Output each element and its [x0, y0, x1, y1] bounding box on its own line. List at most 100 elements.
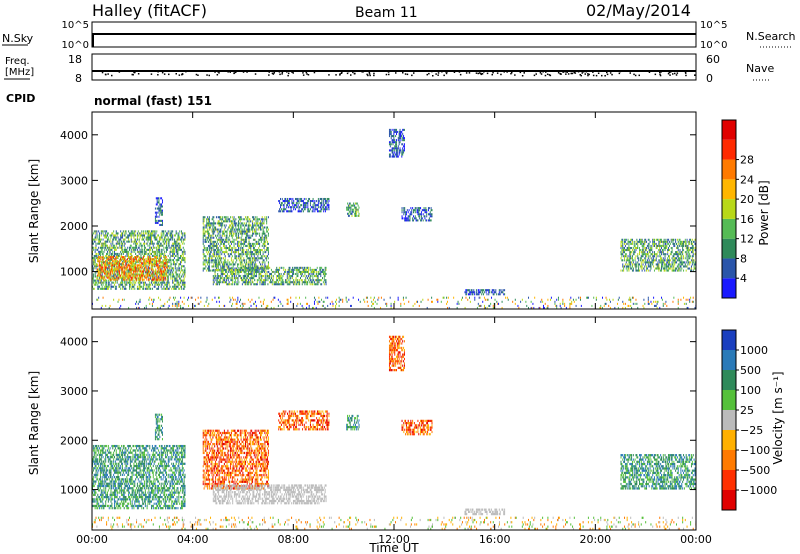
power-cell [302, 270, 304, 273]
power-cell [263, 222, 265, 225]
power-cell [207, 222, 209, 225]
power-cell [294, 279, 296, 282]
power-cell [212, 244, 214, 247]
power-cell [244, 281, 246, 284]
power-cell [314, 202, 316, 205]
power-cell [145, 283, 147, 286]
power-cell [149, 244, 151, 247]
power-cell [219, 281, 221, 284]
power-cell [301, 266, 303, 269]
power-cell [180, 261, 182, 264]
power-cell [134, 264, 136, 267]
power-cell [107, 232, 109, 235]
power-cell [127, 256, 129, 259]
power-cell [122, 278, 124, 281]
power-cell [215, 261, 217, 264]
power-cell [419, 207, 421, 210]
power-cell [231, 226, 233, 229]
power-cell [166, 278, 168, 281]
power-cell [260, 255, 262, 258]
power-cell [100, 246, 102, 249]
power-cell [246, 269, 248, 272]
power-cell [106, 234, 108, 237]
power-cell [292, 277, 294, 280]
nave-dot [411, 74, 413, 77]
power-cell [144, 246, 146, 249]
power-cell [165, 234, 167, 237]
power-cell [164, 265, 166, 268]
power-cell [151, 273, 153, 276]
power-cell [141, 281, 143, 284]
power-cell [183, 257, 185, 260]
power-cell [164, 281, 166, 284]
power-cell [285, 268, 287, 271]
power-cell [404, 207, 406, 210]
nave-dot [373, 72, 375, 75]
power-cell [125, 264, 127, 267]
power-cell [107, 267, 109, 270]
power-cell [152, 273, 154, 276]
power-cell [394, 147, 396, 150]
power-cell [173, 244, 175, 247]
power-cell [431, 215, 433, 218]
power-cell [134, 266, 136, 269]
power-cell [211, 244, 213, 247]
nave-dot [573, 71, 575, 74]
power-cell [240, 222, 242, 225]
power-cell [289, 281, 291, 284]
power-cell [276, 279, 278, 282]
power-cell [324, 270, 326, 273]
power-cell [151, 279, 153, 282]
power-cell [123, 281, 125, 284]
power-cell [106, 281, 108, 284]
power-cell [100, 248, 102, 251]
power-cell [208, 246, 210, 250]
power-cell [225, 216, 227, 219]
power-cell [228, 283, 230, 286]
power-cell [220, 251, 222, 254]
power-cell [92, 248, 94, 251]
power-cell [240, 270, 242, 273]
power-cell [233, 228, 235, 231]
power-cell [296, 206, 298, 209]
power-cell [116, 279, 118, 282]
power-cell [261, 224, 263, 227]
power-cell [208, 257, 210, 260]
power-cell [242, 281, 244, 284]
power-cell [151, 266, 153, 269]
power-cell [180, 265, 182, 268]
power-cell [261, 244, 263, 247]
power-cell [259, 272, 261, 276]
nave-dot [340, 72, 343, 74]
power-cell [254, 257, 256, 260]
power-cell [259, 263, 261, 266]
power-cell [112, 264, 114, 267]
power-cell [217, 267, 219, 270]
power-cell [141, 230, 143, 233]
power-cell [114, 261, 116, 264]
power-cell [118, 273, 120, 276]
power-cell [222, 218, 224, 221]
power-cell [262, 266, 264, 269]
power-cell [152, 276, 154, 279]
power-cell [114, 259, 116, 262]
power-cell [242, 265, 244, 268]
power-cell [213, 259, 215, 262]
power-cell [124, 230, 126, 233]
power-cell [349, 202, 351, 205]
power-cell [413, 209, 414, 212]
power-cell [114, 234, 116, 237]
power-cell [632, 259, 634, 262]
power-cell [101, 257, 103, 260]
power-cell [162, 259, 164, 262]
power-cell [150, 238, 152, 241]
power-cell [420, 215, 422, 218]
power-cell [231, 270, 233, 273]
power-cell [177, 281, 179, 284]
power-cell [245, 268, 247, 271]
power-cell [141, 278, 143, 281]
power-cell [242, 232, 244, 235]
nave-dot [287, 70, 289, 72]
power-cell [128, 287, 130, 290]
power-cell [220, 218, 222, 221]
